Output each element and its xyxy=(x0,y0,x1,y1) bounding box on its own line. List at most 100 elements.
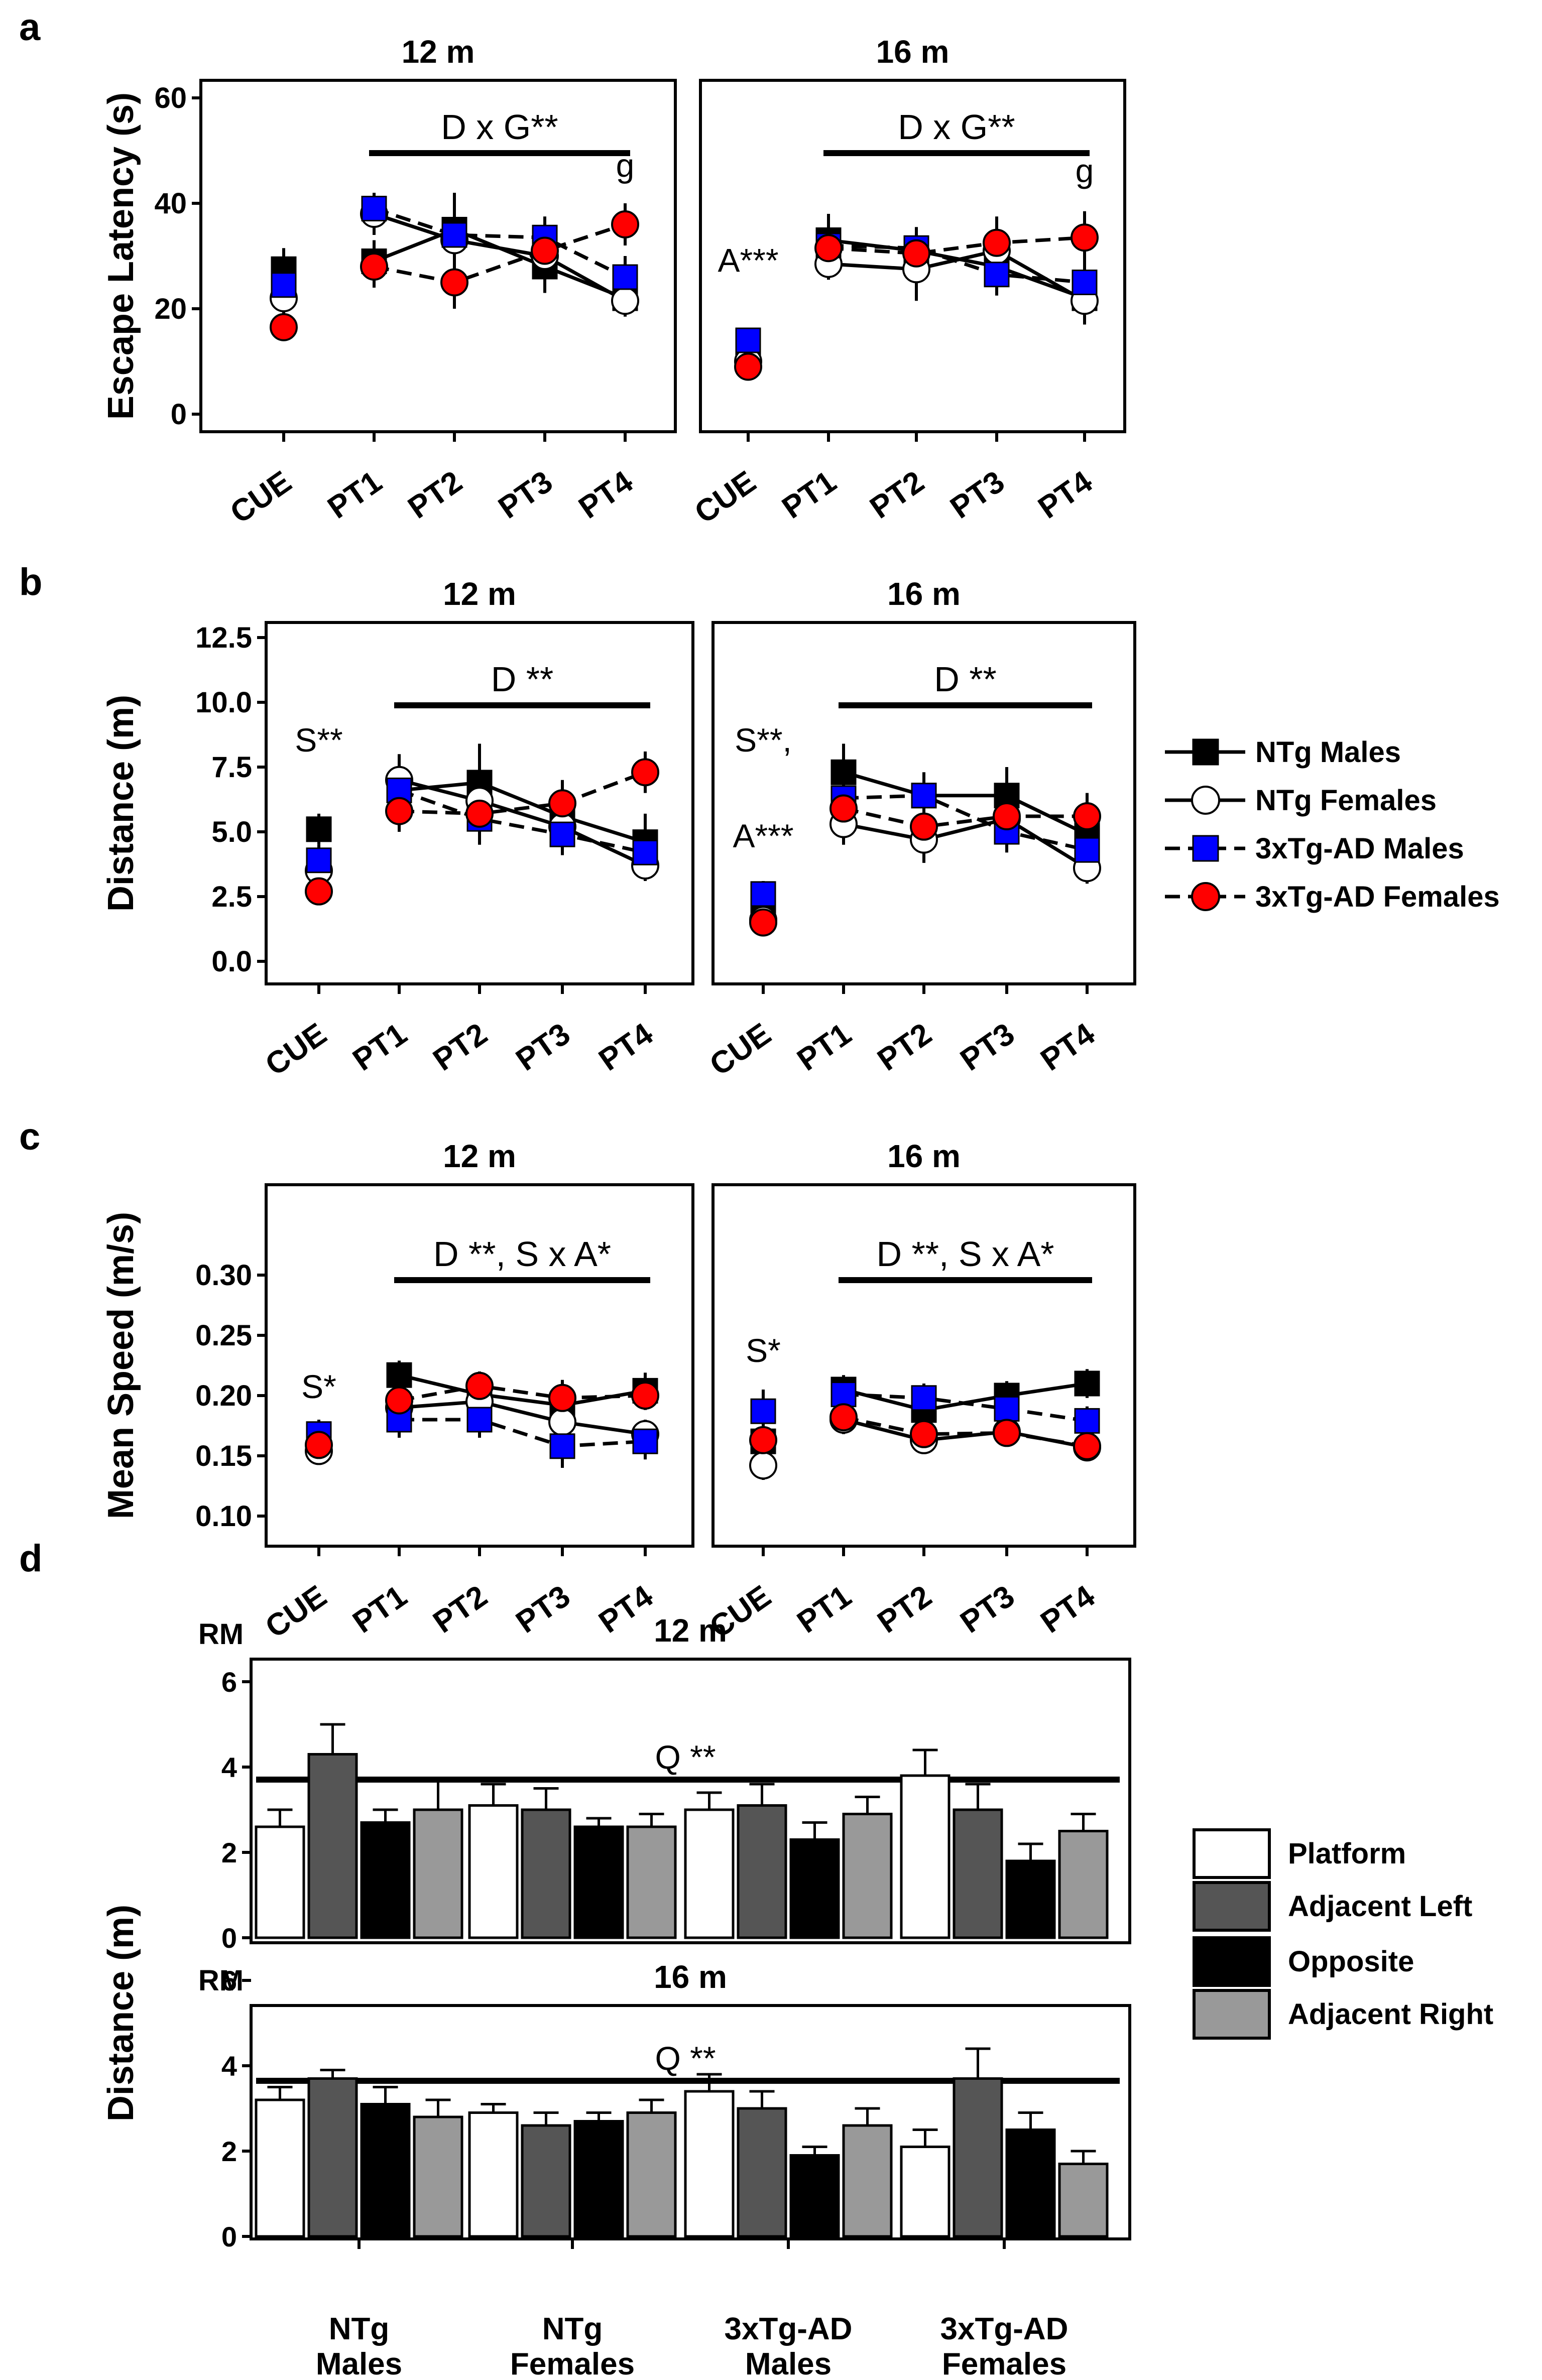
y-tick-label: 0.20 xyxy=(195,1380,252,1412)
y-tick-label: 2 xyxy=(221,2136,237,2167)
x-tick-label: PT3 xyxy=(944,464,1011,526)
data-point xyxy=(1074,837,1100,863)
y-tick-label: 7.5 xyxy=(211,751,252,784)
group-label: Females xyxy=(942,2347,1066,2380)
bar xyxy=(1005,1859,1056,1939)
significance-label: D **, S x A* xyxy=(433,1234,611,1274)
series-line xyxy=(828,248,1086,303)
data-point xyxy=(305,1431,333,1459)
group-label: Males xyxy=(745,2347,832,2380)
x-tick-label: CUE xyxy=(259,1017,333,1083)
panel-letter-a: a xyxy=(19,6,41,49)
series-line xyxy=(374,222,626,285)
series-line xyxy=(843,817,1088,870)
bar xyxy=(468,1804,519,1939)
series-line xyxy=(843,1393,1088,1423)
significance-label: Q ** xyxy=(655,2040,716,2077)
annotation-label: A*** xyxy=(718,242,778,279)
legend-swatch xyxy=(1193,1989,1271,2040)
data-point xyxy=(632,839,658,865)
x-tick-label: PT3 xyxy=(954,1017,1021,1078)
legend-label: Platform xyxy=(1288,1837,1406,1870)
bar xyxy=(900,1774,951,1939)
y-tick-label: 12.5 xyxy=(195,621,252,654)
data-point xyxy=(1072,270,1098,295)
panel-b16: 16 m CUE PT1 PT2 PT3 PT4 D ** S**, A*** xyxy=(703,576,1136,1083)
significance-label: D x G** xyxy=(441,107,558,147)
legend-marker xyxy=(1192,835,1219,862)
data-point xyxy=(549,821,575,847)
y-tick-label: 2.5 xyxy=(211,881,252,913)
x-tick-label: PT2 xyxy=(871,1017,938,1078)
x-tick-label: PT1 xyxy=(346,1579,413,1640)
panel-title: 12 m xyxy=(402,34,475,70)
bar xyxy=(1058,2163,1109,2238)
y-tick-label: 10.0 xyxy=(195,686,252,719)
series-line xyxy=(843,794,1088,852)
data-point xyxy=(911,783,937,809)
y-tick-label: 4 xyxy=(221,2050,237,2082)
data-point xyxy=(910,1420,938,1448)
x-tick-label: PT4 xyxy=(592,1017,659,1078)
x-tick-label: PT3 xyxy=(954,1579,1021,1640)
data-point xyxy=(749,908,777,937)
bar xyxy=(626,2111,677,2238)
data-point xyxy=(612,264,638,290)
bar xyxy=(1058,1830,1109,1939)
data-point xyxy=(548,1384,576,1412)
y-tick-label: 0.25 xyxy=(195,1319,252,1352)
panel-a12: 12 m 0 20 40 60 Escape Latency (s) CUE PT1 PT2 PT… xyxy=(101,34,677,531)
x-tick-label: CUE xyxy=(703,1017,777,1083)
data-point xyxy=(829,794,858,823)
y-tick-label: 0 xyxy=(221,2221,237,2252)
x-tick-label: PT1 xyxy=(321,464,388,526)
panel-title: 16 m xyxy=(887,576,961,612)
data-point xyxy=(631,1382,659,1410)
bar xyxy=(626,1825,677,1939)
data-point xyxy=(829,1403,858,1432)
legend-label: Adjacent Left xyxy=(1288,1890,1472,1923)
x-tick-label: CUE xyxy=(224,464,298,531)
bar xyxy=(468,2111,519,2238)
panel-letter-d: d xyxy=(19,1537,42,1580)
series-line xyxy=(373,212,626,303)
data-point xyxy=(994,1396,1020,1422)
y-axis-label: Escape Latency (s) xyxy=(101,92,141,420)
bar xyxy=(360,2103,411,2238)
x-tick-label: PT2 xyxy=(864,464,930,526)
data-point xyxy=(385,1386,413,1415)
x-tick-label: PT1 xyxy=(776,464,843,526)
panel-frame xyxy=(199,79,677,433)
y-tick-label: 60 xyxy=(154,82,187,114)
significance-label: D ** xyxy=(491,660,553,699)
data-point xyxy=(1074,1408,1100,1434)
series-line xyxy=(373,207,626,279)
data-point xyxy=(993,802,1021,831)
data-point xyxy=(306,816,332,842)
data-point xyxy=(632,1428,658,1454)
bar xyxy=(789,1838,840,1939)
series-line xyxy=(398,789,646,854)
series-line xyxy=(828,235,1085,256)
data-point xyxy=(548,789,576,818)
y-tick-label: 6 xyxy=(221,1666,237,1698)
data-point xyxy=(984,262,1010,288)
bar xyxy=(842,1813,893,1939)
x-tick-label: PT4 xyxy=(572,464,639,526)
annotation-label: g xyxy=(1076,152,1094,189)
y-axis-label: Distance (m) xyxy=(101,1905,141,2121)
data-point xyxy=(1073,802,1101,831)
corner-label: RM xyxy=(198,1618,244,1651)
data-point xyxy=(1071,223,1099,252)
data-point xyxy=(270,313,298,341)
group-label: Females xyxy=(510,2347,635,2380)
bar xyxy=(789,2154,840,2238)
data-point xyxy=(441,222,467,248)
x-tick-label: PT2 xyxy=(402,464,468,526)
bar xyxy=(307,1753,358,1939)
data-point xyxy=(465,1371,494,1400)
data-point xyxy=(549,1433,575,1459)
data-point xyxy=(465,799,494,828)
